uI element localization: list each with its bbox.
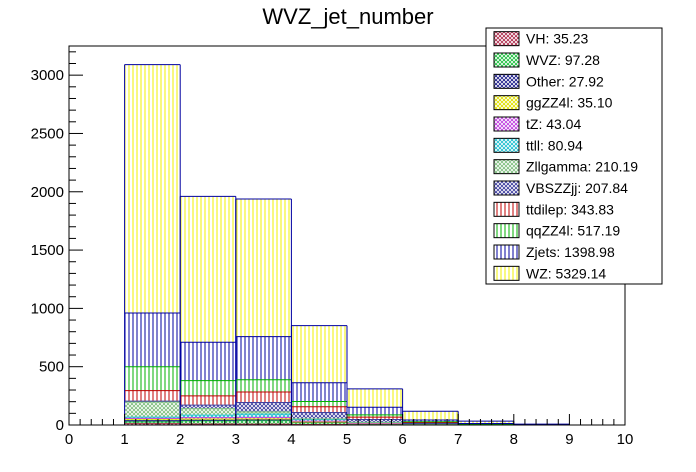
y-tick-label-500: 500: [39, 359, 64, 376]
bar-VBSZZjj-bin-4: [291, 412, 347, 419]
bar-Zjets-bin-3: [235, 336, 292, 380]
legend-label-Other: Other: 27.92: [526, 73, 604, 89]
legend-label-VBSZZjj: VBSZZjj: 207.84: [526, 180, 628, 196]
x-tick-label-9: 9: [565, 431, 573, 448]
x-tick-label-0: 0: [65, 431, 73, 448]
bar-WZ-bin-6: [402, 411, 459, 420]
bar-ttdilep-bin-1: [124, 390, 181, 402]
x-tick-label-8: 8: [510, 431, 518, 448]
legend-label-WVZ: WVZ: 97.28: [526, 52, 600, 68]
bar-WZ-bin-2: [180, 196, 236, 343]
bar-ttll-bin-3: [235, 414, 292, 418]
bar-qqZZ4l-bin-3: [235, 379, 292, 392]
bar-Zllgamma-bin-3: [235, 411, 292, 415]
legend-swatch-Zjets: [493, 244, 520, 260]
legend-swatch-VBSZZjj: [493, 180, 520, 196]
bar-Zllgamma-bin-1: [124, 402, 181, 418]
bar-WZ-bin-1: [124, 64, 181, 314]
legend: VH: 35.23 WVZ: 97.28 Other: 27.92 ggZZ4l: 3…: [485, 27, 663, 285]
legend-label-qqZZ4l: qqZZ4l: 517.19: [526, 223, 620, 239]
bar-Other-bin-1: [124, 420, 181, 422]
bar-WZ-bin-5: [347, 388, 403, 408]
bar-qqZZ4l-bin-2: [180, 380, 236, 396]
bar-qqZZ4l-bin-4: [291, 401, 347, 407]
legend-swatch-qqZZ4l: [493, 223, 520, 239]
x-tick-label-4: 4: [287, 431, 295, 448]
legend-swatch-Other: [493, 73, 520, 89]
legend-label-ttll: ttll: 80.94: [526, 137, 583, 153]
bar-Zllgamma-bin-2: [180, 408, 236, 416]
legend-swatch-WVZ: [493, 52, 520, 68]
x-tick-label-10: 10: [617, 431, 634, 448]
bar-VH-bin-1: [124, 423, 181, 425]
bar-WVZ-bin-1: [124, 421, 181, 424]
bar-ttdilep-bin-3: [235, 391, 292, 403]
bar-Zjets-bin-6: [402, 419, 459, 422]
bar-qqZZ4l-bin-5: [347, 414, 403, 418]
legend-swatch-ggZZ4l: [493, 95, 520, 111]
legend-swatch-ttdilep: [493, 201, 520, 217]
bar-WVZ-bin-3: [235, 420, 292, 425]
legend-swatch-WZ: [493, 265, 520, 281]
legend-label-VH: VH: 35.23: [526, 31, 588, 47]
bar-qqZZ4l-bin-1: [124, 366, 181, 391]
y-tick-label-1000: 1000: [31, 300, 64, 317]
bar-WVZ-bin-2: [180, 421, 236, 424]
bar-ttdilep-bin-5: [347, 417, 403, 420]
x-tick-label-7: 7: [454, 431, 462, 448]
bar-VBSZZjj-bin-3: [235, 402, 292, 412]
bar-ttdilep-bin-4: [291, 406, 347, 413]
x-tick-label-1: 1: [120, 431, 128, 448]
bar-VH-bin-2: [180, 423, 236, 425]
y-tick-label-1500: 1500: [31, 242, 64, 259]
x-tick-label-6: 6: [398, 431, 406, 448]
bar-VBSZZjj-bin-5: [347, 419, 403, 423]
y-tick-label-3000: 3000: [31, 67, 64, 84]
bar-WVZ-bin-4: [291, 422, 347, 425]
legend-label-Zllgamma: Zllgamma: 210.19: [526, 159, 638, 175]
legend-label-ttdilep: ttdilep: 343.83: [526, 201, 614, 217]
bar-ggZZ4l-bin-2: [180, 419, 236, 421]
bar-WZ-bin-7: [458, 421, 514, 424]
bar-ttll-bin-4: [291, 419, 347, 422]
bars-layer: [124, 64, 570, 426]
bar-Zjets-bin-2: [180, 342, 236, 381]
legend-label-tZ: tZ: 43.04: [526, 116, 581, 132]
bar-Zjets-bin-1: [124, 313, 181, 367]
legend-swatch-tZ: [493, 116, 520, 132]
bar-Zjets-bin-5: [347, 407, 403, 415]
bar-VBSZZjj-bin-2: [180, 405, 236, 409]
bar-ttll-bin-1: [124, 417, 181, 419]
bar-tZ-bin-3: [235, 417, 292, 419]
bar-WZ-bin-4: [291, 325, 347, 383]
bar-tZ-bin-2: [180, 417, 236, 420]
bar-WZ-bin-3: [235, 198, 292, 337]
x-tick-label-3: 3: [232, 431, 240, 448]
x-tick-label-5: 5: [343, 431, 351, 448]
y-tick-label-2000: 2000: [31, 184, 64, 201]
legend-swatch-ttll: [493, 137, 520, 153]
legend-box: [485, 27, 663, 285]
legend-swatch-VH: [493, 31, 520, 47]
bar-ggZZ4l-bin-1: [124, 419, 181, 421]
y-tick-label-0: 0: [56, 417, 64, 434]
bar-ttll-bin-2: [180, 415, 236, 418]
chart-title: WVZ_jet_number: [262, 4, 433, 29]
legend-label-Zjets: Zjets: 1398.98: [526, 244, 615, 260]
legend-label-WZ: WZ: 5329.14: [526, 265, 606, 281]
bar-Zjets-bin-4: [291, 382, 347, 402]
bar-ttdilep-bin-2: [180, 395, 236, 406]
y-tick-label-2500: 2500: [31, 125, 64, 142]
x-tick-label-2: 2: [176, 431, 184, 448]
legend-label-ggZZ4l: ggZZ4l: 35.10: [526, 95, 613, 111]
legend-swatch-Zllgamma: [493, 159, 520, 175]
